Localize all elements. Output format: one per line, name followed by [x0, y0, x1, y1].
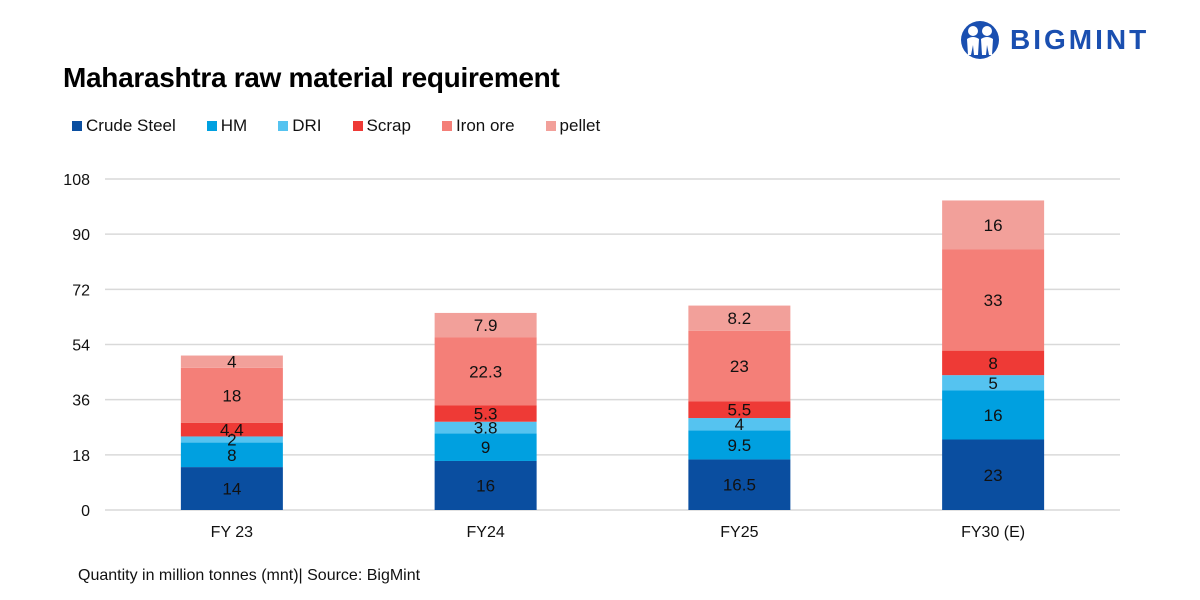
bigmint-logo-icon	[961, 21, 999, 59]
data-label: 16.5	[723, 476, 756, 495]
x-category-label: FY24	[467, 524, 505, 541]
bar-segment-iron-ore	[688, 330, 791, 402]
legend-label: HM	[220, 116, 248, 135]
brand-name: BIGMINT	[1010, 24, 1150, 55]
source-footnote: Quantity in million tonnes (mnt)| Source…	[78, 567, 421, 584]
data-label: 23	[730, 357, 749, 376]
y-tick-label: 54	[72, 338, 90, 355]
legend-item-scrap: Scrap	[352, 116, 411, 136]
legend-item-hm: HM	[206, 116, 248, 136]
legend-item-iron-ore: Iron ore	[441, 116, 515, 136]
bar-segment-dri	[942, 375, 1045, 391]
data-label: 4.4	[220, 421, 244, 440]
data-label: 22.3	[469, 362, 502, 381]
bar-segment-iron-ore	[180, 367, 283, 423]
bar-segment-scrap	[434, 405, 537, 422]
bar-segment-pellet	[434, 312, 537, 338]
data-label: 9.5	[728, 436, 752, 455]
legend-swatch	[545, 121, 556, 131]
data-label: 8	[988, 354, 997, 373]
legend-swatch	[278, 121, 289, 131]
data-label: 5	[988, 374, 997, 393]
data-label: 8	[227, 446, 236, 465]
legend-label: Scrap	[366, 116, 411, 135]
data-label: 23	[984, 466, 1003, 485]
chart-title: Maharashtra raw material requirement	[63, 62, 560, 93]
bar-segment-hm	[180, 442, 283, 468]
legend-label: DRI	[292, 116, 322, 135]
y-tick-label: 108	[63, 172, 90, 189]
bar-segment-hm	[942, 390, 1045, 440]
legend-swatch	[206, 121, 217, 131]
bar-segment-pellet	[942, 200, 1045, 250]
data-label: 16	[984, 406, 1003, 425]
x-category-label: FY30 (E)	[961, 524, 1025, 541]
bar-segment-hm	[688, 430, 791, 460]
y-tick-label: 36	[72, 393, 90, 410]
data-label: 18	[222, 386, 241, 405]
legend-item-pellet: pellet	[545, 116, 601, 136]
legend-swatch	[352, 121, 363, 131]
data-label: 5.3	[474, 405, 498, 424]
bar-segment-iron-ore	[434, 337, 537, 406]
data-label: 7.9	[474, 316, 498, 335]
bar-segment-scrap	[180, 422, 283, 437]
data-label: 14	[222, 480, 241, 499]
legend-label: Crude Steel	[86, 116, 176, 135]
data-label: 2	[227, 431, 236, 450]
data-label: 33	[984, 291, 1003, 310]
y-tick-label: 72	[72, 282, 90, 299]
legend-swatch	[441, 121, 452, 131]
bar-segment-scrap	[688, 401, 791, 419]
legend-label: Iron ore	[455, 116, 515, 135]
legend-label: pellet	[559, 116, 601, 135]
x-category-label: FY 23	[211, 524, 254, 541]
bar-segment-crude-steel	[942, 439, 1045, 510]
data-label: 16	[984, 216, 1003, 235]
bar-segment-scrap	[942, 350, 1045, 376]
bigmint-logo: BIGMINT	[960, 18, 1149, 62]
bar-segment-hm	[434, 433, 537, 461]
bar-segment-dri	[688, 418, 791, 431]
data-label: 4	[227, 353, 236, 372]
bar-segment-crude-steel	[434, 460, 537, 510]
bar-segment-crude-steel	[688, 459, 791, 510]
data-label: 5.5	[728, 401, 752, 420]
data-label: 4	[735, 415, 744, 434]
bar-segment-crude-steel	[180, 467, 283, 510]
bar-segment-pellet	[688, 305, 791, 331]
data-label: 8.2	[728, 309, 752, 328]
legend-swatch	[72, 121, 82, 131]
y-tick-label: 0	[81, 503, 90, 520]
y-tick-label: 90	[72, 227, 90, 244]
data-label: 3.8	[474, 419, 498, 438]
y-tick-label: 18	[72, 448, 90, 465]
bar-segment-dri	[434, 421, 537, 434]
data-label: 16	[476, 476, 495, 495]
chart-legend: Crude Steel HM DRI Scrap Iron ore pellet	[72, 116, 631, 136]
legend-item-dri: DRI	[278, 116, 322, 136]
legend-item-crude-steel: Crude Steel	[72, 116, 176, 136]
bar-segment-dri	[180, 436, 283, 443]
x-category-label: FY25	[720, 524, 758, 541]
bar-segment-pellet	[180, 355, 283, 368]
bar-segment-iron-ore	[942, 249, 1045, 351]
data-label: 9	[481, 438, 490, 457]
